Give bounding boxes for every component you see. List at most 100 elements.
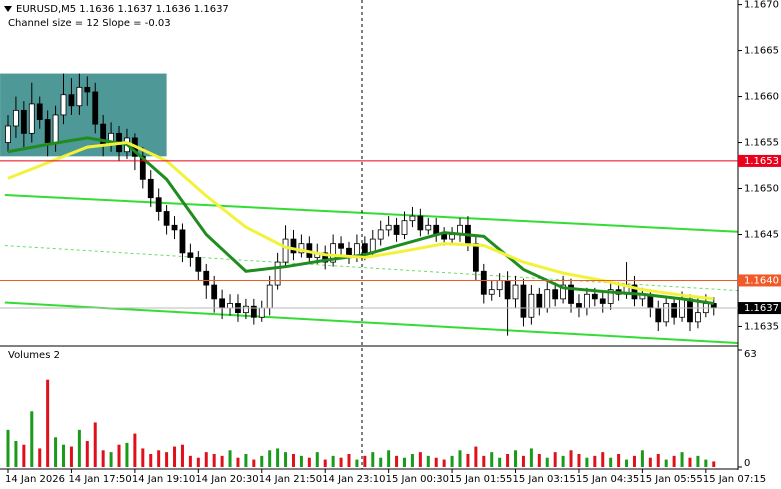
volume-bar <box>220 455 224 467</box>
candle-body <box>536 293 543 309</box>
menu-icon <box>4 6 12 12</box>
volume-bar <box>268 450 272 467</box>
volume-bar <box>252 459 256 467</box>
volume-bar <box>141 448 145 467</box>
x-tick-label: 15 Jan 05:55 <box>639 474 702 485</box>
volume-bar <box>244 454 248 467</box>
volume-bar <box>561 455 565 467</box>
candle-body <box>171 224 178 231</box>
volume-bar <box>85 441 89 467</box>
volume-bar <box>149 454 153 467</box>
candle-body <box>480 270 487 295</box>
y-tick-label: 1.1670 <box>744 0 779 11</box>
level-tag <box>738 302 781 315</box>
candle-body <box>290 238 297 254</box>
volume-bar <box>458 450 462 467</box>
x-tick-label: 15 Jan 00:30 <box>386 474 449 485</box>
volume-bar <box>236 457 240 467</box>
volume-bar <box>260 455 264 467</box>
volume-bar <box>291 454 295 467</box>
volume-bar <box>506 454 510 467</box>
candle-body <box>68 94 75 107</box>
candle-body <box>282 238 289 263</box>
candle-body <box>576 303 582 309</box>
volume-bar <box>410 454 414 467</box>
volume-bar <box>625 459 629 467</box>
volume-bar <box>672 455 676 467</box>
level-label: 1.1640 <box>744 275 779 286</box>
volume-bar <box>204 452 208 467</box>
volume-tick-label: 0 <box>744 458 750 469</box>
candle-body <box>5 125 11 143</box>
volume-bar <box>609 457 613 467</box>
candle-body <box>385 224 392 231</box>
volume-bar <box>379 457 383 467</box>
candle-body <box>274 261 281 286</box>
candle-body <box>187 252 194 258</box>
volume-label: Volumes 2 <box>8 350 60 361</box>
candle-body <box>449 234 455 240</box>
level-tag <box>738 274 781 287</box>
channel-line <box>4 193 738 233</box>
y-tick-label: 1.1650 <box>744 184 779 195</box>
volume-bar <box>387 450 391 467</box>
channel-line <box>4 245 738 292</box>
volume-bar <box>6 429 10 467</box>
volume-bar <box>490 452 494 467</box>
candle-body <box>219 298 226 309</box>
volume-bar <box>46 379 50 467</box>
candle-body <box>488 289 495 295</box>
volume-bar <box>323 459 327 467</box>
volume-bar <box>30 411 34 467</box>
volume-bar <box>355 459 359 467</box>
volume-bar <box>688 457 692 467</box>
volume-bar <box>54 437 58 467</box>
candle-body <box>242 305 249 314</box>
volume-bar <box>696 455 700 467</box>
candle-body <box>52 114 59 143</box>
volume-bar <box>640 450 644 467</box>
x-tick-label: 14 Jan 2026 <box>5 474 65 485</box>
volume-bar <box>395 455 399 467</box>
volume-bar <box>617 454 621 467</box>
volume-bar <box>133 433 137 467</box>
candle-body <box>544 289 551 309</box>
volume-bar <box>109 452 113 467</box>
y-tick-label: 1.1665 <box>744 46 779 57</box>
candle-body <box>393 224 400 235</box>
volume-bar <box>712 461 716 467</box>
candle-body <box>298 243 305 254</box>
candle-body <box>591 293 598 300</box>
y-tick-label: 1.1660 <box>744 92 779 103</box>
candle-body <box>84 86 91 93</box>
candle-body <box>409 215 416 222</box>
candle-body <box>203 270 210 286</box>
volume-bar <box>403 457 406 467</box>
candle-body <box>155 197 162 212</box>
volume-bar <box>276 448 280 467</box>
candle-body <box>36 103 43 120</box>
candle-body <box>227 303 233 309</box>
volume-bar <box>498 457 502 467</box>
volume-bar <box>482 455 486 467</box>
x-tick-label: 15 Jan 01:55 <box>449 474 512 485</box>
x-tick-label: 15 Jan 07:15 <box>703 474 766 485</box>
zone <box>0 73 167 157</box>
volume-bar <box>648 457 652 467</box>
candle-body <box>631 284 638 300</box>
candle-body <box>195 257 202 272</box>
candle-body <box>44 119 51 143</box>
candle-body <box>322 252 329 263</box>
volume-bar <box>101 450 105 467</box>
x-tick-label: 14 Jan 20:30 <box>195 474 258 485</box>
candle-body <box>361 243 368 254</box>
volume-bar <box>601 452 605 467</box>
candle-body <box>560 284 566 300</box>
volume-bar <box>331 455 335 467</box>
candle-body <box>512 284 519 300</box>
candle-body <box>330 243 337 263</box>
volume-tick-label: 63 <box>744 349 757 360</box>
candle-body <box>163 211 170 226</box>
candle-body <box>583 293 590 309</box>
